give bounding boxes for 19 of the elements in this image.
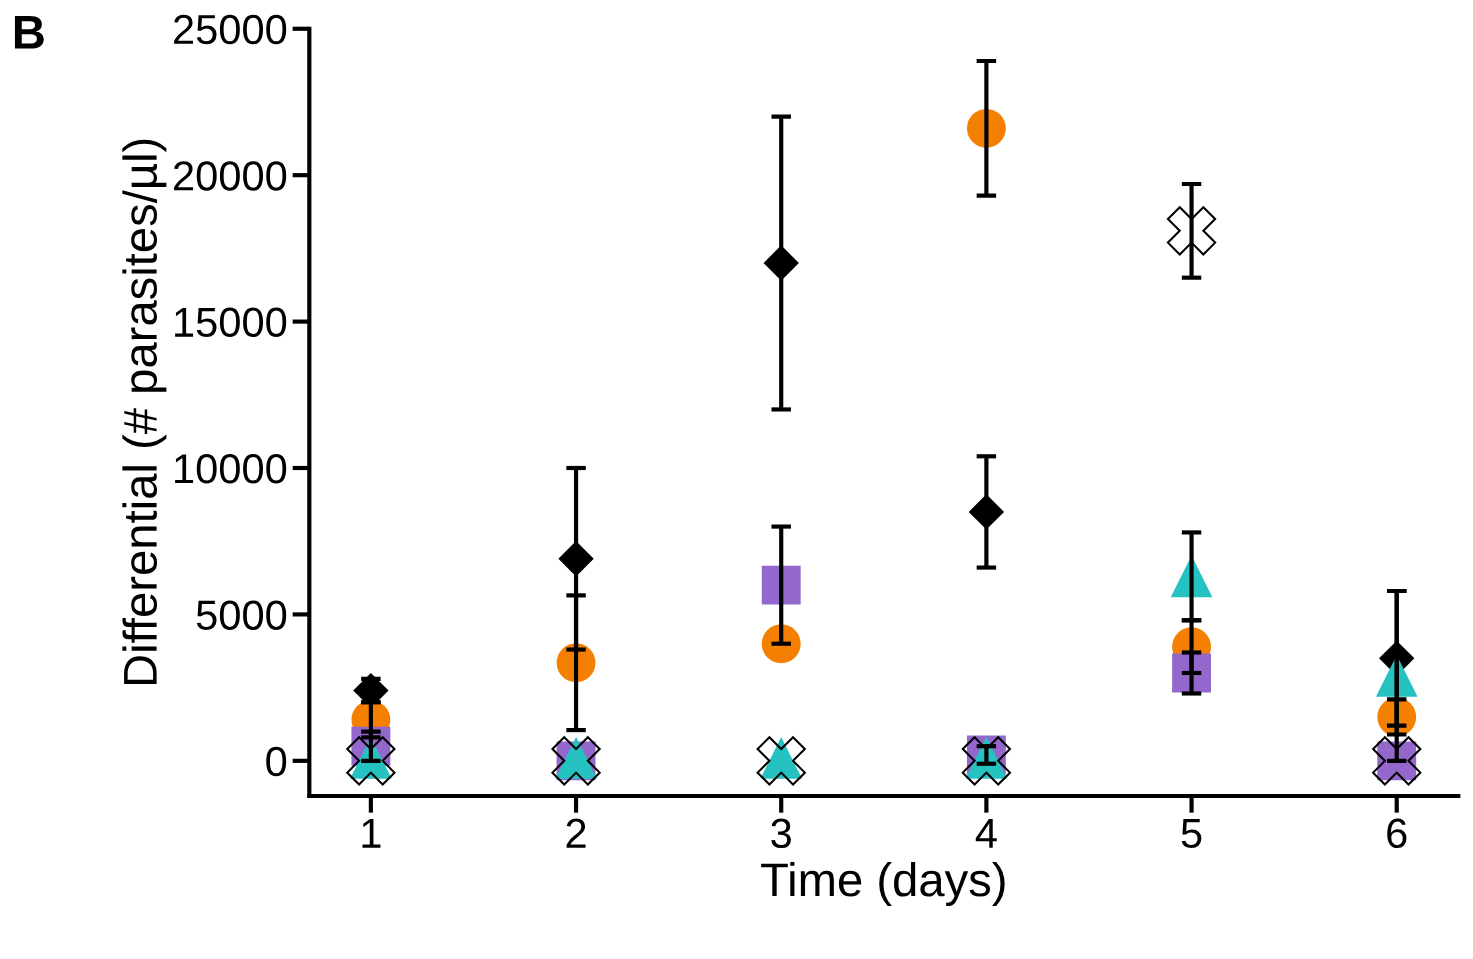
y-tick-label: 25000: [174, 14, 287, 45]
x-tick-label: 5: [1181, 819, 1202, 849]
point: [1166, 206, 1217, 256]
text: B: [14, 16, 44, 49]
x-axis-title: Time (days): [761, 861, 1005, 906]
x-tick-label: 3: [771, 818, 791, 849]
point: [756, 736, 806, 786]
x-tick-label: 1: [362, 819, 381, 848]
y-tick-label: 10000: [175, 454, 287, 484]
x-tick-label: 6: [1387, 818, 1407, 849]
y-tick-label: 15000: [175, 307, 287, 338]
point: [961, 736, 1012, 786]
x-tick-label: 4: [975, 819, 997, 848]
y-axis-title: Differential (# parasites/µl): [122, 139, 167, 685]
y-tick-label: 5000: [196, 600, 287, 630]
x-tick-label: 2: [566, 818, 586, 848]
y-tick-label: 20000: [174, 161, 287, 191]
point: [346, 736, 396, 786]
y-tick-label: 0: [266, 746, 287, 777]
